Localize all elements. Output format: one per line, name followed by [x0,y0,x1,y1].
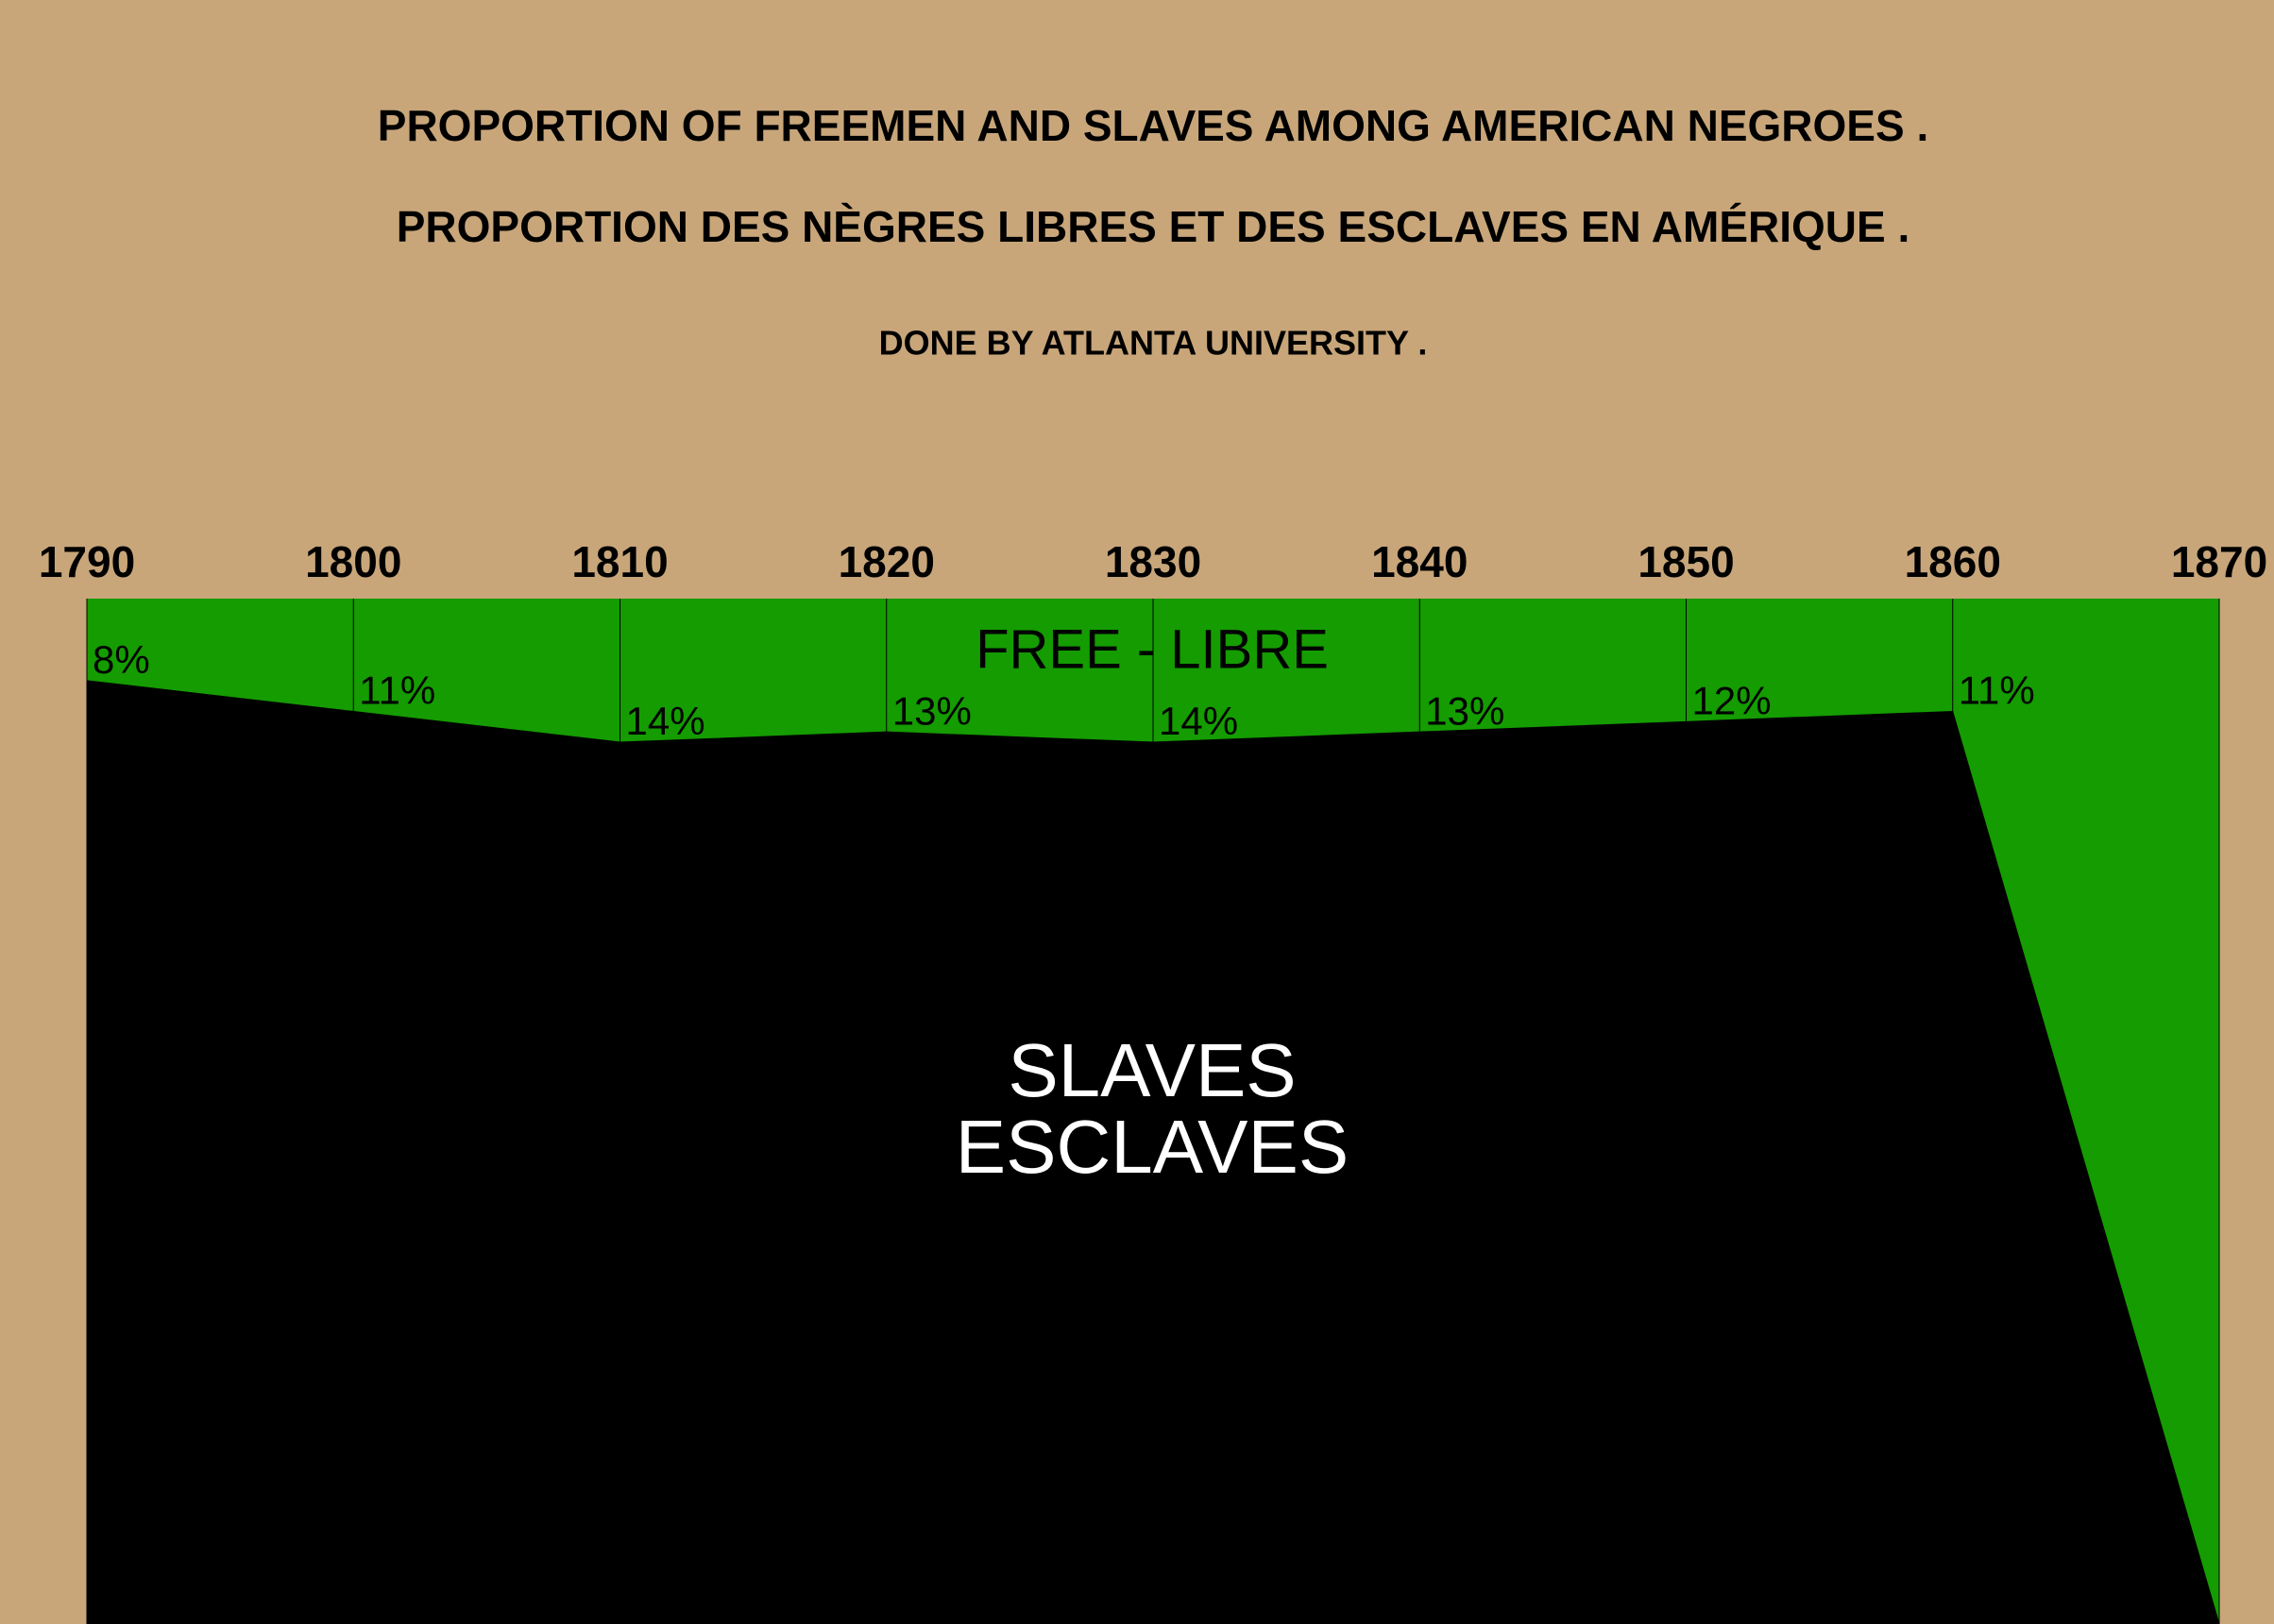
chart-subtitle: PROPORTION DES NÈGRES LIBRES ET DES ESCL… [397,202,1910,251]
slaves-label: ESCLAVES [956,1105,1349,1189]
x-tick-label: 1800 [305,537,401,586]
value-label: 13% [892,688,972,733]
x-tick-label: 1830 [1105,537,1201,586]
chart-credit: DONE BY ATLANTA UNIVERSITY . [879,324,1428,363]
value-label: 13% [1425,688,1504,733]
x-tick-label: 1820 [839,537,935,586]
value-label: 14% [626,699,705,743]
x-tick-label: 1870 [2171,537,2267,586]
x-tick-label: 1840 [1371,537,1468,586]
x-tick-label: 1790 [39,537,135,586]
slaves-area [87,680,2219,1624]
slaves-label: SLAVES [1008,1028,1296,1112]
value-label: 8% [93,637,150,682]
x-tick-label: 1850 [1638,537,1734,586]
value-label: 12% [1692,678,1772,722]
value-label: 11% [359,668,435,713]
boundary-line [86,680,2220,1624]
value-label: 14% [1159,699,1238,743]
x-tick-label: 1860 [1905,537,2001,586]
chart-title: PROPORTION OF FREEMEN AND SLAVES AMONG A… [378,101,1928,150]
free-label: FREE - LIBRE [976,618,1329,680]
value-label: 11% [1959,668,2035,713]
x-tick-label: 1810 [571,537,668,586]
